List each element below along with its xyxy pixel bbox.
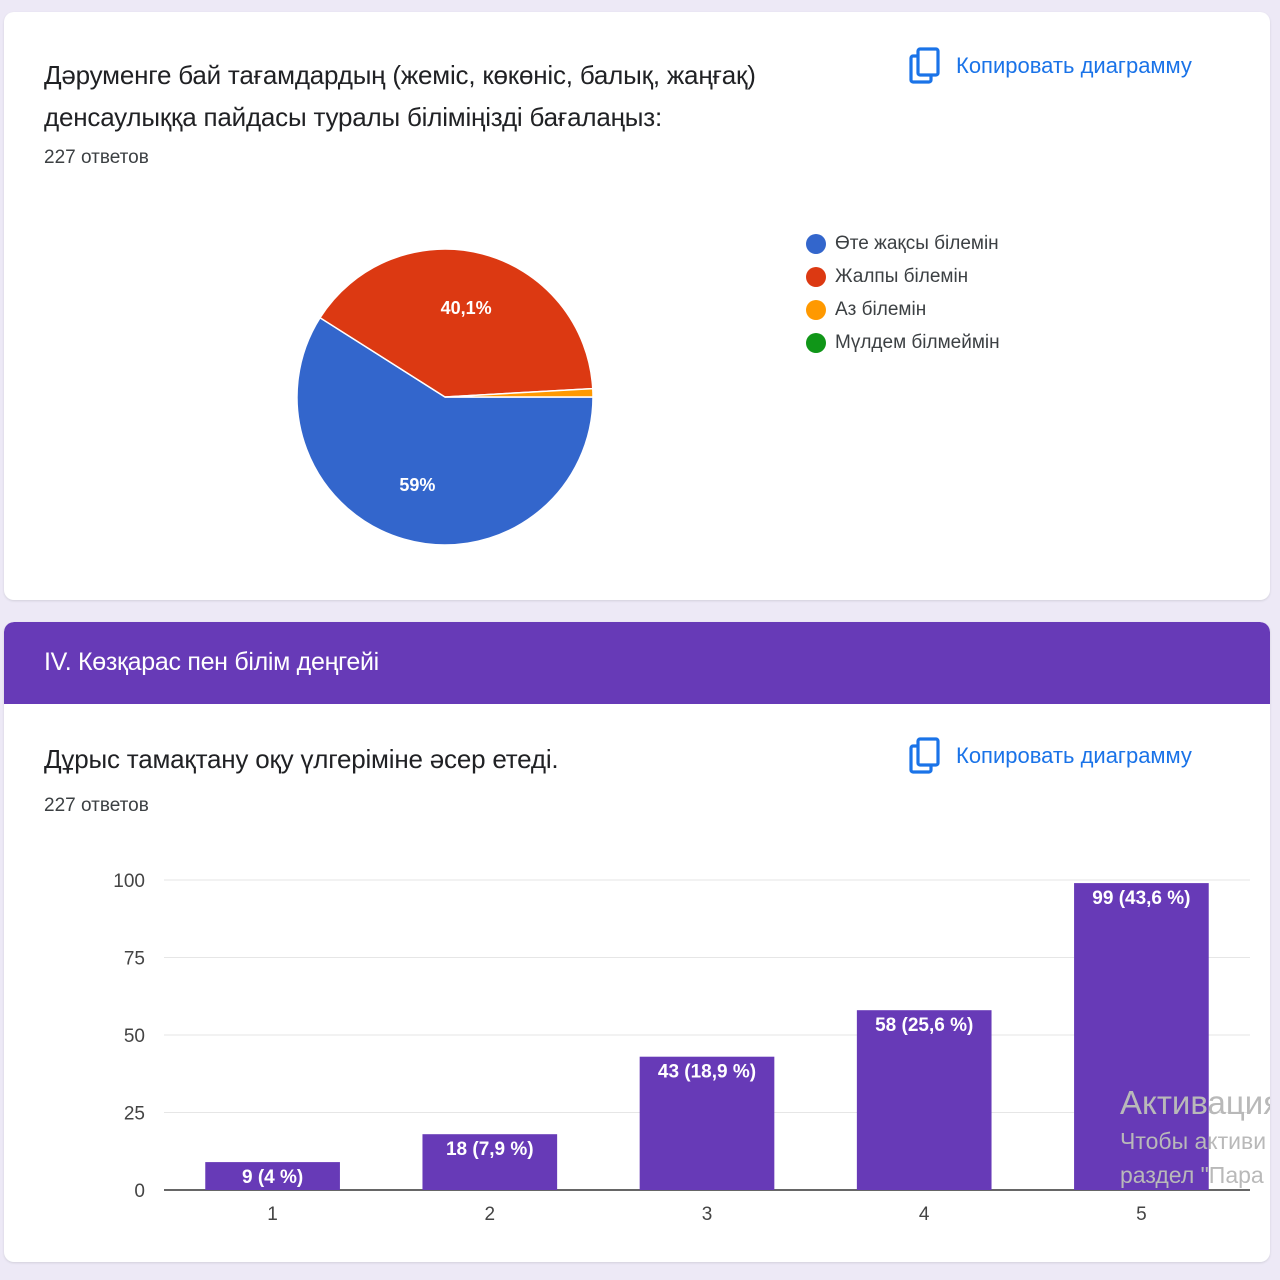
bar	[205, 1162, 340, 1190]
legend-label: Мүлдем білмеймін	[835, 331, 1000, 353]
section-title: IV. Көзқарас пен білім деңгейі	[44, 648, 379, 676]
copy-chart-button[interactable]: Копировать диаграмму	[908, 736, 1192, 776]
legend-swatch	[806, 233, 826, 254]
x-tick-label: 4	[919, 1204, 930, 1225]
pie-slice	[444, 387, 594, 398]
legend-swatch	[806, 332, 826, 353]
bar	[422, 1134, 558, 1190]
watermark-line-2: Чтобы активи	[1120, 1128, 1267, 1154]
pie-chart: 59% 40,1%	[296, 248, 594, 546]
bar-data-label: 43 (18,9 %)	[658, 1062, 756, 1083]
y-tick-label: 0	[134, 1181, 145, 1202]
bar	[639, 1056, 775, 1190]
question-card-nutrition: IV. Көзқарас пен білім деңгейі Дұрыс там…	[4, 622, 1270, 1262]
x-tick-label: 3	[702, 1204, 713, 1225]
copy-chart-button[interactable]: Копировать диаграмму	[908, 46, 1192, 86]
x-tick-label: 1	[267, 1204, 278, 1225]
x-tick-label: 2	[485, 1204, 496, 1225]
legend-item: Мүлдем білмеймін	[806, 326, 1000, 359]
watermark-line-3: раздел "Пара	[1120, 1162, 1264, 1188]
legend-item: Өте жақсы білемін	[806, 227, 1000, 260]
bar-data-label: 58 (25,6 %)	[875, 1015, 973, 1036]
legend-label: Аз білемін	[835, 298, 927, 320]
copy-chart-label: Копировать диаграмму	[956, 743, 1192, 768]
section-header: IV. Көзқарас пен білім деңгейі	[4, 622, 1270, 704]
bar-chart: 0 25 50 75 100 9 (4 %) 1 18 (7,9 %) 2 43 (18,9 %)…	[113, 871, 1250, 1225]
y-tick-label: 25	[124, 1104, 145, 1125]
legend-label: Жалпы білемін	[835, 265, 969, 287]
copy-chart-label: Копировать диаграмму	[956, 53, 1192, 78]
pie-slice	[296, 316, 594, 546]
y-tick-label: 75	[124, 949, 145, 970]
copy-icon	[909, 47, 940, 84]
pie-slice-label: 59%	[399, 475, 435, 495]
bar	[1074, 883, 1209, 1190]
question-card-vitamins: Дәруменге бай тағамдардың (жеміс, көкөні…	[4, 12, 1270, 600]
bar	[856, 1010, 992, 1190]
legend-item: Аз білемін	[806, 293, 1000, 326]
legend-swatch	[806, 299, 826, 320]
x-tick-label: 5	[1136, 1204, 1147, 1225]
legend-swatch	[806, 266, 826, 287]
question-title: Дәруменге бай тағамдардың (жеміс, көкөні…	[44, 54, 756, 138]
bar-data-label: 99 (43,6 %)	[1092, 888, 1190, 909]
y-tick-label: 100	[113, 871, 145, 892]
watermark-title: Активация	[1120, 1084, 1270, 1121]
y-tick-label: 50	[124, 1026, 145, 1047]
response-count: 227 ответов	[44, 147, 149, 168]
response-count: 227 ответов	[44, 795, 149, 816]
question-title: Дұрыс тамақтану оқу үлгеріміне әсер етед…	[44, 744, 559, 774]
bar-data-label: 9 (4 %)	[242, 1167, 303, 1188]
legend-label: Өте жақсы білемін	[835, 232, 999, 254]
pie-legend: Өте жақсы білемін Жалпы білемін Аз білемін…	[806, 227, 1000, 359]
pie-slice-label: 40,1%	[441, 298, 492, 318]
copy-icon	[909, 737, 940, 774]
pie-slice	[319, 248, 594, 398]
question-title-line-2: денсаулыққа пайдасы туралы біліміңізді б…	[44, 102, 663, 132]
legend-item: Жалпы білемін	[806, 260, 1000, 293]
question-title-line-1: Дәруменге бай тағамдардың (жеміс, көкөні…	[44, 60, 756, 90]
bar-data-label: 18 (7,9 %)	[446, 1139, 534, 1160]
